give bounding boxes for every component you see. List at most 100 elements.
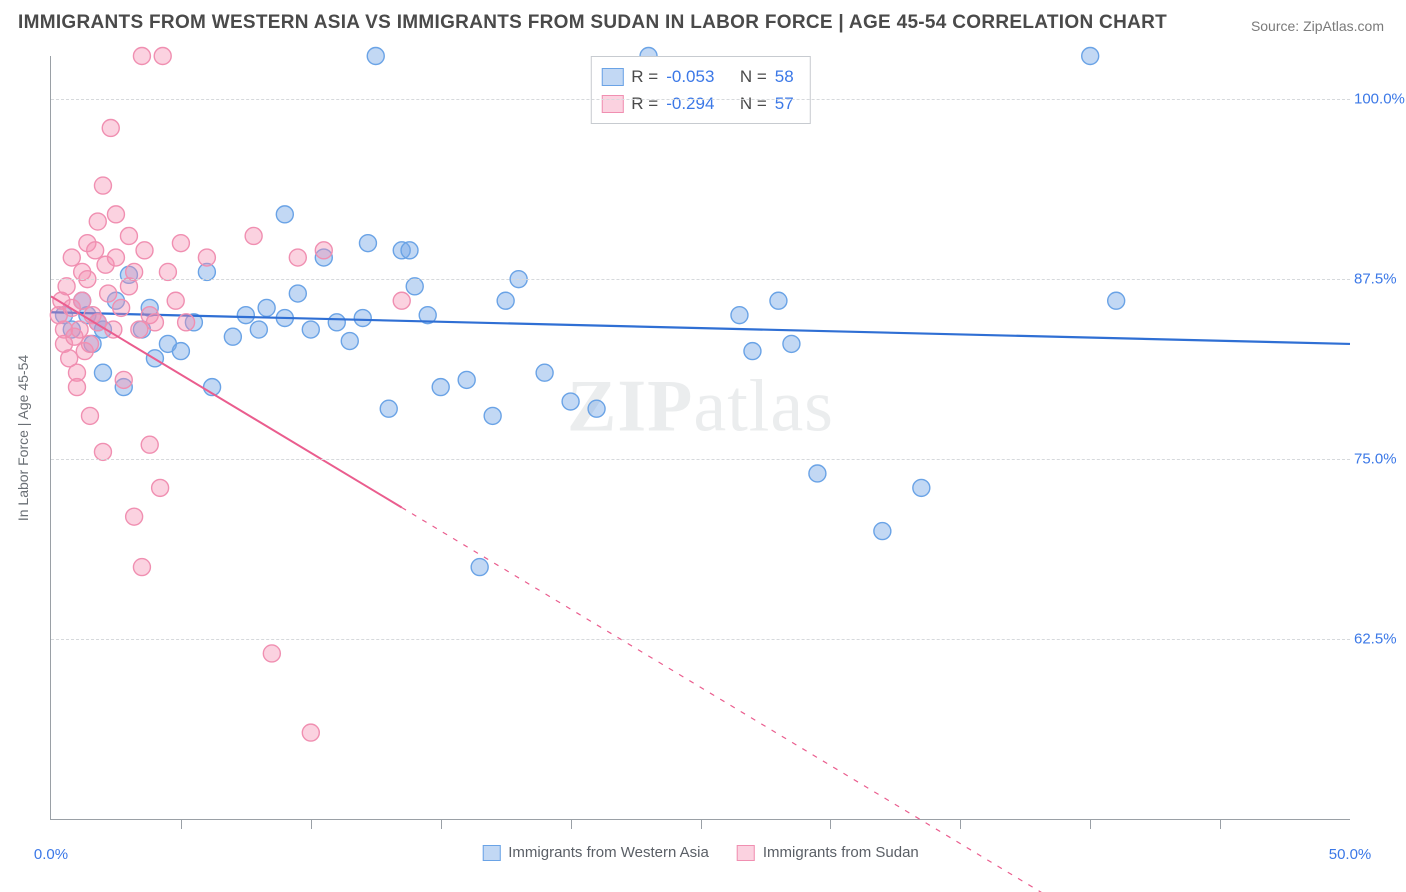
x-tick [960, 819, 961, 829]
scatter-point [58, 278, 75, 295]
scatter-point [341, 333, 358, 350]
scatter-point [154, 48, 171, 65]
scatter-point [133, 48, 150, 65]
scatter-point [68, 379, 85, 396]
scatter-point [874, 523, 891, 540]
scatter-point [744, 343, 761, 360]
legend-r-value: -0.053 [666, 63, 714, 90]
trend-line [51, 296, 402, 507]
scatter-point [71, 321, 88, 338]
x-tick [571, 819, 572, 829]
legend-swatch [737, 845, 755, 861]
trend-line [51, 312, 1350, 344]
scatter-point [471, 559, 488, 576]
x-tick [1090, 819, 1091, 829]
scatter-point [258, 299, 275, 316]
scatter-point [393, 292, 410, 309]
scatter-point [107, 206, 124, 223]
scatter-point [100, 285, 117, 302]
scatter-point [250, 321, 267, 338]
scatter-point [562, 393, 579, 410]
scatter-point [289, 249, 306, 266]
legend-n-label: N = [740, 63, 767, 90]
legend-swatch [482, 845, 500, 861]
chart-svg [51, 56, 1350, 819]
scatter-point [1082, 48, 1099, 65]
scatter-point [302, 321, 319, 338]
scatter-point [81, 335, 98, 352]
y-tick-label: 100.0% [1354, 91, 1400, 108]
legend-series-label: Immigrants from Sudan [763, 844, 919, 861]
scatter-point [458, 371, 475, 388]
scatter-point [380, 400, 397, 417]
scatter-point [115, 371, 132, 388]
scatter-point [198, 249, 215, 266]
scatter-point [401, 242, 418, 259]
legend-bottom-item: Immigrants from Sudan [737, 844, 919, 861]
scatter-point [354, 310, 371, 327]
legend-top: R = -0.053 N = 58R = -0.294 N = 57 [590, 56, 810, 124]
scatter-point [178, 314, 195, 331]
scatter-point [159, 263, 176, 280]
legend-n-label: N = [740, 90, 767, 117]
legend-top-row: R = -0.294 N = 57 [601, 90, 793, 117]
scatter-point [146, 314, 163, 331]
scatter-point [783, 335, 800, 352]
scatter-point [133, 559, 150, 576]
scatter-point [113, 299, 130, 316]
scatter-point [136, 242, 153, 259]
legend-series-label: Immigrants from Western Asia [508, 844, 709, 861]
scatter-point [770, 292, 787, 309]
x-tick [1220, 819, 1221, 829]
x-tick-label: 0.0% [34, 846, 68, 863]
scatter-point [63, 249, 80, 266]
legend-r-label: R = [631, 63, 658, 90]
scatter-point [497, 292, 514, 309]
scatter-point [87, 242, 104, 259]
scatter-point [131, 321, 148, 338]
source-attribution: Source: ZipAtlas.com [1251, 18, 1384, 34]
scatter-point [152, 479, 169, 496]
scatter-point [224, 328, 241, 345]
x-tick [181, 819, 182, 829]
legend-r-value: -0.294 [666, 90, 714, 117]
scatter-point [107, 249, 124, 266]
scatter-point [245, 227, 262, 244]
scatter-point [359, 235, 376, 252]
grid-line [51, 459, 1350, 460]
scatter-point [809, 465, 826, 482]
grid-line [51, 639, 1350, 640]
scatter-point [315, 242, 332, 259]
scatter-point [237, 307, 254, 324]
scatter-point [484, 407, 501, 424]
legend-r-label: R = [631, 90, 658, 117]
chart-title: IMMIGRANTS FROM WESTERN ASIA VS IMMIGRAN… [18, 12, 1167, 34]
scatter-point [913, 479, 930, 496]
x-tick [701, 819, 702, 829]
scatter-point [102, 119, 119, 136]
scatter-point [1108, 292, 1125, 309]
legend-n-value: 58 [775, 63, 794, 90]
scatter-point [172, 235, 189, 252]
scatter-point [74, 292, 91, 309]
legend-bottom-item: Immigrants from Western Asia [482, 844, 709, 861]
chart-container: IMMIGRANTS FROM WESTERN ASIA VS IMMIGRAN… [0, 0, 1406, 892]
grid-line [51, 279, 1350, 280]
scatter-point [167, 292, 184, 309]
scatter-point [172, 343, 189, 360]
scatter-point [276, 206, 293, 223]
scatter-point [89, 213, 106, 230]
y-axis-title: In Labor Force | Age 45-54 [15, 354, 31, 520]
grid-line [51, 99, 1350, 100]
x-tick [311, 819, 312, 829]
legend-bottom: Immigrants from Western Asia Immigrants f… [482, 844, 919, 861]
scatter-point [120, 227, 137, 244]
scatter-point [126, 263, 143, 280]
scatter-point [536, 364, 553, 381]
scatter-point [289, 285, 306, 302]
scatter-point [94, 177, 111, 194]
y-tick-label: 75.0% [1354, 451, 1400, 468]
legend-n-value: 57 [775, 90, 794, 117]
scatter-point [126, 508, 143, 525]
scatter-point [263, 645, 280, 662]
